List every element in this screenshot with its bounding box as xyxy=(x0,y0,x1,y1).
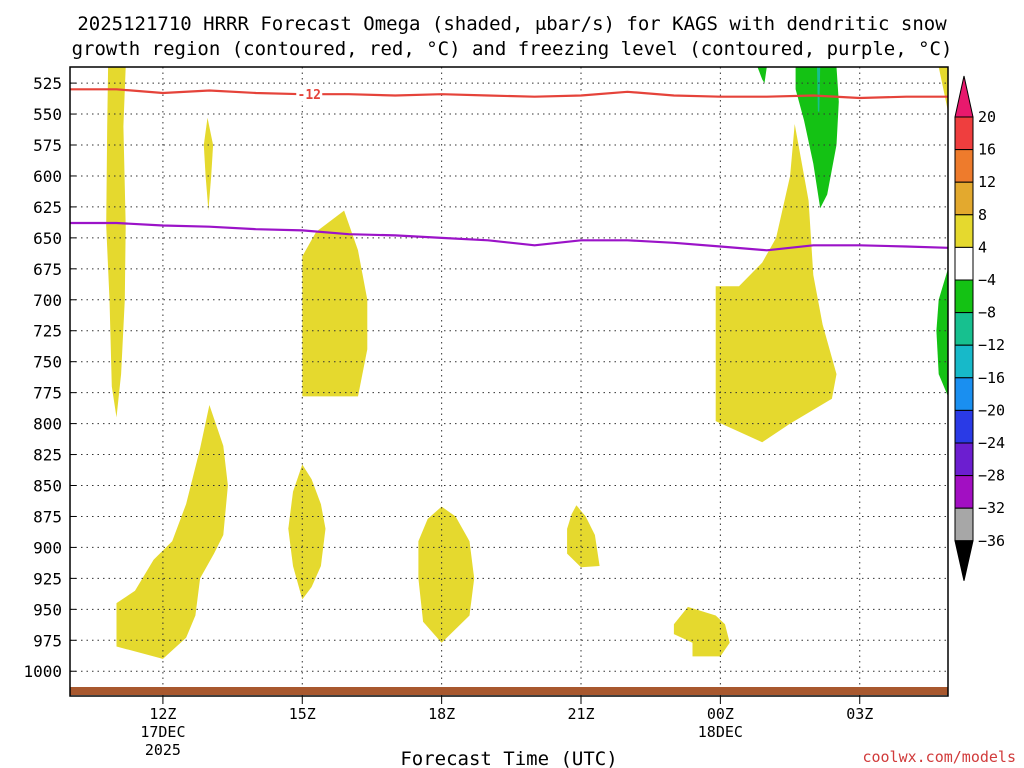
contour-label: -12 xyxy=(298,88,321,103)
colorbar-box-3 xyxy=(954,214,974,248)
y-tick-label-625: 625 xyxy=(33,198,62,217)
x-tick-label-21Z: 21Z xyxy=(567,705,594,723)
colorbar-box-6 xyxy=(954,312,974,346)
colorbar-bottom-arrow xyxy=(954,540,974,581)
omega-region-0 xyxy=(106,67,126,418)
colorbar-label-3: 8 xyxy=(978,206,987,224)
colorbar-label-11: −28 xyxy=(978,467,1005,485)
y-tick-label-900: 900 xyxy=(33,538,62,557)
omega-region-8 xyxy=(673,606,730,657)
y-tick-label-725: 725 xyxy=(33,322,62,341)
contour-lines: -12 xyxy=(70,86,949,252)
x-tick-label-12Z: 12Z xyxy=(149,705,176,723)
colorbar-label-8: −16 xyxy=(978,369,1005,387)
colorbar-label-12: −32 xyxy=(978,499,1005,517)
y-tick-label-800: 800 xyxy=(33,415,62,434)
credit-text: coolwx.com/models xyxy=(862,748,1016,766)
omega-region-13 xyxy=(936,268,948,397)
colorbar-label-0: 20 xyxy=(978,108,996,126)
colorbar-label-10: −24 xyxy=(978,434,1005,452)
omega-region-10 xyxy=(795,67,839,209)
colorbar-box-0 xyxy=(954,116,974,151)
colorbar: 20 16 12 8 4 −4 −8 −12 −16 −20 −24 −28 −32 −36 xyxy=(954,75,1005,581)
omega-region-11 xyxy=(817,67,821,112)
x-axis-title: Forecast Time (UTC) xyxy=(400,748,617,768)
x-tick-label-15Z: 15Z xyxy=(289,705,316,723)
y-tick-label-750: 750 xyxy=(33,353,62,372)
colorbar-box-10 xyxy=(954,442,974,477)
omega-region-4 xyxy=(116,405,228,659)
ground-strip xyxy=(70,687,948,695)
x-tick-date-12Z: 17DEC xyxy=(140,723,185,741)
omega-region-6 xyxy=(418,506,475,643)
y-tick-label-925: 925 xyxy=(33,569,62,588)
y-tick-label-675: 675 xyxy=(33,260,62,279)
colorbar-box-8 xyxy=(954,377,974,411)
y-tick-label-550: 550 xyxy=(33,105,62,124)
y-tick-label-1000: 1000 xyxy=(23,662,62,681)
colorbar-label-7: −12 xyxy=(978,336,1005,354)
y-tick-label-575: 575 xyxy=(33,136,62,155)
y-tick-label-825: 825 xyxy=(33,446,62,465)
omega-region-9 xyxy=(938,67,948,112)
contour-label-bg xyxy=(296,86,323,102)
y-tick-label-875: 875 xyxy=(33,507,62,526)
y-tick-label-775: 775 xyxy=(33,384,62,403)
x-tick-label-03Z: 03Z xyxy=(846,705,873,723)
colorbar-box-2 xyxy=(954,181,974,216)
y-tick-label-600: 600 xyxy=(33,167,62,186)
x-tick-label-18Z: 18Z xyxy=(428,705,455,723)
colorbar-box-7 xyxy=(954,344,974,379)
x-tick-year-12Z: 2025 xyxy=(145,741,181,759)
y-tick-label-700: 700 xyxy=(33,291,62,310)
omega-region-5 xyxy=(288,464,326,600)
chart-title-line1: 2025121710 HRRR Forecast Omega (shaded, … xyxy=(77,13,947,35)
omega-region-12 xyxy=(757,67,767,84)
chart-title-line2: growth region (contoured, red, °C) and f… xyxy=(72,38,953,60)
contour-line-1 xyxy=(70,221,949,252)
y-tick-label-975: 975 xyxy=(33,631,62,650)
colorbar-label-2: 12 xyxy=(978,173,996,191)
omega-region-7 xyxy=(567,505,600,568)
colorbar-box-4 xyxy=(954,246,974,281)
colorbar-label-9: −20 xyxy=(978,401,1005,419)
x-tick-date-00Z: 18DEC xyxy=(698,723,743,741)
colorbar-box-11 xyxy=(954,475,974,509)
colorbar-label-4: 4 xyxy=(978,238,987,256)
colorbar-label-1: 16 xyxy=(978,141,996,159)
y-tick-label-525: 525 xyxy=(33,74,62,93)
x-tick-label-00Z: 00Z xyxy=(707,705,734,723)
colorbar-top-arrow xyxy=(954,75,974,118)
plot-frame xyxy=(69,66,949,697)
gridlines xyxy=(70,67,948,696)
y-tick-label-650: 650 xyxy=(33,229,62,248)
omega-region-3 xyxy=(715,124,837,443)
colorbar-label-13: −36 xyxy=(978,532,1005,550)
colorbar-label-5: −4 xyxy=(978,271,996,289)
omega-region-2 xyxy=(302,210,368,397)
colorbar-label-6: −8 xyxy=(978,304,996,322)
omega-region-1 xyxy=(203,117,214,211)
pressure-axis-labels: 525 550 575 600 625 650 675 700 725 750 775 800 825 8… xyxy=(23,74,76,681)
contour-line-0 xyxy=(70,88,948,100)
y-tick-label-850: 850 xyxy=(33,477,62,496)
omega-shading xyxy=(106,67,948,659)
colorbar-box-9 xyxy=(954,409,974,444)
y-tick-label-950: 950 xyxy=(33,600,62,619)
colorbar-box-1 xyxy=(954,149,974,183)
colorbar-box-12 xyxy=(954,507,974,542)
colorbar-box-5 xyxy=(954,279,974,314)
